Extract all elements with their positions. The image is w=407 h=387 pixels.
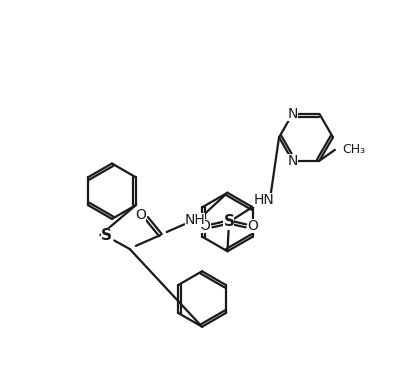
Text: S: S (101, 228, 112, 243)
Text: CH₃: CH₃ (343, 143, 366, 156)
Text: HN: HN (253, 194, 274, 207)
Text: S: S (223, 214, 234, 229)
Text: N: N (287, 154, 298, 168)
Text: O: O (247, 219, 258, 233)
Text: NH: NH (185, 213, 206, 227)
Text: N: N (287, 107, 298, 121)
Text: O: O (200, 219, 210, 233)
Text: O: O (135, 208, 146, 222)
